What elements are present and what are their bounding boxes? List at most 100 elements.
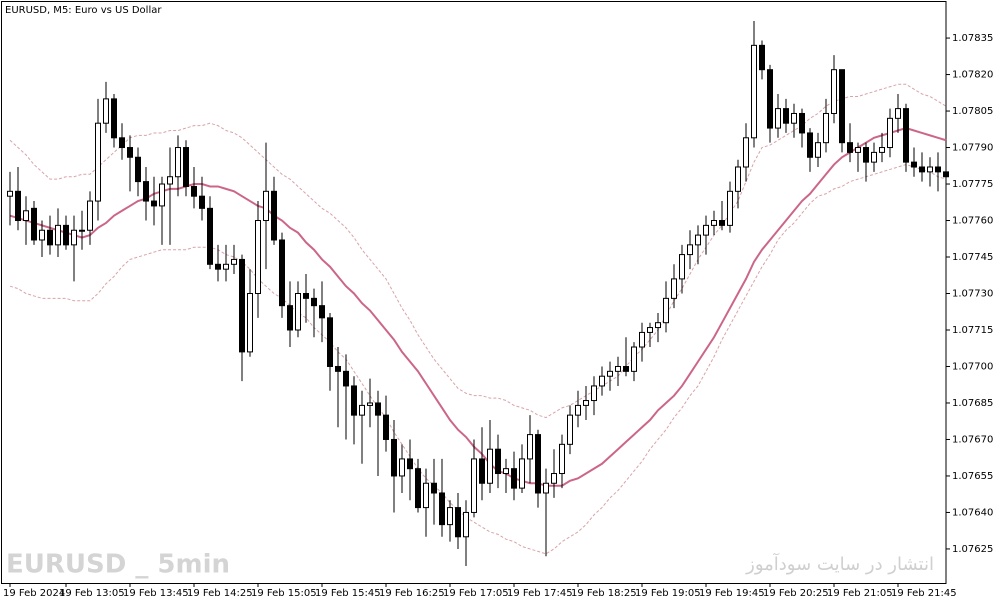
- candle-body: [559, 443, 565, 475]
- candle-body: [383, 414, 389, 440]
- candle-body: [823, 112, 829, 144]
- candle-body: [23, 210, 29, 222]
- y-tick-label: 1.07745: [952, 252, 993, 263]
- candle-body: [239, 258, 245, 353]
- y-tick-label: 1.07655: [952, 471, 993, 482]
- candle-body: [919, 166, 925, 173]
- candle-body: [495, 448, 501, 475]
- candle-body: [215, 263, 221, 270]
- candle-body: [903, 108, 909, 163]
- candle-body: [639, 331, 645, 348]
- candle-body: [207, 207, 213, 265]
- candle-body: [71, 229, 77, 246]
- candle-body: [103, 98, 109, 124]
- candle-body: [407, 458, 413, 470]
- candle-body: [119, 137, 125, 149]
- candle-body: [567, 414, 573, 445]
- y-tick-label: 1.07820: [952, 70, 993, 81]
- candle-body: [871, 151, 877, 163]
- candle-body: [599, 375, 605, 387]
- candle-body: [303, 293, 309, 299]
- candle-body: [719, 220, 725, 226]
- y-tick-label: 1.07730: [952, 289, 993, 300]
- candle-body: [391, 438, 397, 477]
- candle-body: [327, 317, 333, 367]
- candle-body: [551, 473, 557, 484]
- candle-body: [759, 44, 765, 71]
- x-tick-label: 19 Feb 15:45: [315, 588, 381, 599]
- candle-body: [839, 69, 845, 144]
- candle-body: [623, 365, 629, 372]
- candle-body: [527, 434, 533, 460]
- envelope-line: [9, 83, 947, 419]
- candle-body: [399, 458, 405, 477]
- candle-body: [127, 147, 133, 158]
- candle-body: [271, 190, 277, 241]
- candle-body: [511, 468, 517, 489]
- candle-body: [223, 263, 229, 270]
- candle-body: [351, 385, 357, 416]
- candle-body: [687, 244, 693, 256]
- candle-body: [287, 305, 293, 331]
- candle-body: [367, 402, 373, 406]
- candle-body: [615, 365, 621, 372]
- candle-body: [79, 229, 85, 232]
- candle-body: [895, 108, 901, 119]
- candle-body: [855, 147, 861, 153]
- candle-body: [7, 190, 13, 197]
- candle-body: [663, 297, 669, 324]
- y-tick-label: 1.07805: [952, 106, 993, 117]
- candle-body: [15, 190, 21, 222]
- x-tick-label: 19 Feb 14:25: [187, 588, 253, 599]
- x-tick-label: 19 Feb 13:05: [59, 588, 125, 599]
- candle-body: [791, 112, 797, 124]
- x-tick-label: 19 Feb 16:25: [379, 588, 445, 599]
- x-tick-label: 19 Feb 21:45: [891, 588, 957, 599]
- candle-body: [39, 229, 45, 241]
- plot-frame: [1, 1, 947, 584]
- x-tick-label: 19 Feb 13:45: [123, 588, 189, 599]
- candle-body: [911, 161, 917, 168]
- candle-body: [863, 147, 869, 163]
- candle-body: [607, 370, 613, 377]
- candle-body: [575, 404, 581, 416]
- candle-body: [543, 482, 549, 494]
- candle-body: [55, 224, 61, 246]
- candle-body: [935, 166, 941, 173]
- candle-body: [87, 200, 93, 231]
- candle-body: [423, 482, 429, 509]
- candle-body: [247, 293, 253, 353]
- candle-body: [471, 458, 477, 513]
- moving-average: [9, 127, 947, 487]
- candle-body: [479, 458, 485, 484]
- candle-body: [647, 327, 653, 333]
- candle-body: [279, 239, 285, 307]
- candle-body: [927, 166, 933, 173]
- candle-body: [487, 448, 493, 484]
- candle-body: [143, 181, 149, 202]
- candle-body: [255, 220, 261, 294]
- candle-body: [583, 400, 589, 406]
- candle-body: [591, 385, 597, 402]
- candle-body: [447, 507, 453, 526]
- candle-body: [63, 224, 69, 246]
- y-tick-label: 1.07625: [952, 544, 993, 555]
- watermark: EURUSD _ 5min: [6, 550, 230, 580]
- x-tick-label: 19 Feb 21:05: [827, 588, 893, 599]
- x-tick-label: 19 Feb 18:25: [571, 588, 637, 599]
- candle-body: [671, 278, 677, 299]
- candle-body: [95, 122, 101, 202]
- y-tick-label: 1.07835: [952, 33, 993, 44]
- y-tick-label: 1.07640: [952, 507, 993, 518]
- candle-body: [199, 195, 205, 209]
- candle-body: [231, 258, 237, 265]
- candle-body: [831, 69, 837, 114]
- envelope-line: [9, 164, 947, 555]
- candle-body: [655, 322, 661, 329]
- candle-body: [943, 171, 949, 178]
- candle-body: [631, 346, 637, 372]
- candle-body: [439, 492, 445, 526]
- candle-body: [359, 404, 365, 416]
- candle-body: [175, 147, 181, 178]
